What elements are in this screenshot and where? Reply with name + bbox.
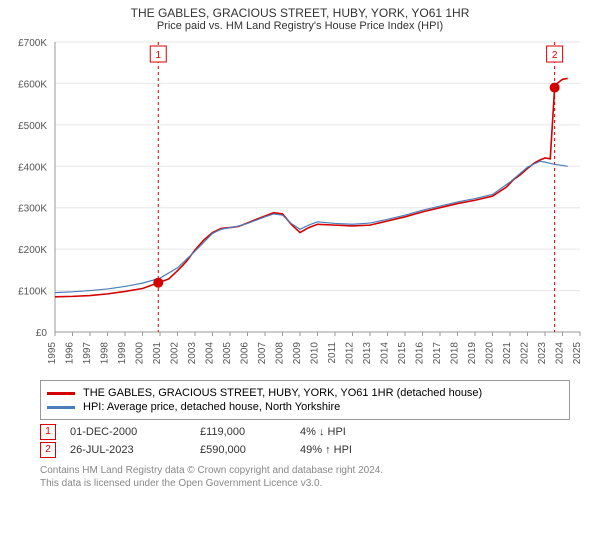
event-delta: 49% ↑ HPI bbox=[300, 444, 410, 456]
svg-text:2004: 2004 bbox=[205, 342, 216, 365]
svg-text:2006: 2006 bbox=[240, 342, 251, 365]
chart-panel: THE GABLES, GRACIOUS STREET, HUBY, YORK,… bbox=[0, 0, 600, 560]
svg-text:2000: 2000 bbox=[135, 342, 146, 365]
svg-text:2022: 2022 bbox=[520, 342, 531, 365]
svg-text:1999: 1999 bbox=[117, 342, 128, 365]
svg-text:£400K: £400K bbox=[18, 162, 47, 173]
legend-swatch bbox=[47, 406, 75, 409]
svg-text:£0: £0 bbox=[36, 328, 48, 339]
svg-text:2011: 2011 bbox=[327, 342, 338, 364]
svg-text:£100K: £100K bbox=[18, 287, 47, 298]
svg-text:1995: 1995 bbox=[47, 342, 58, 365]
svg-text:2: 2 bbox=[552, 50, 558, 61]
legend-label: THE GABLES, GRACIOUS STREET, HUBY, YORK,… bbox=[83, 387, 482, 399]
event-price: £590,000 bbox=[200, 444, 300, 456]
svg-text:2003: 2003 bbox=[187, 342, 198, 365]
event-price: £119,000 bbox=[200, 426, 300, 438]
event-row: 2 26-JUL-2023£590,00049% ↑ HPI bbox=[40, 442, 600, 458]
event-row: 1 01-DEC-2000£119,0004% ↓ HPI bbox=[40, 424, 600, 440]
legend: THE GABLES, GRACIOUS STREET, HUBY, YORK,… bbox=[40, 380, 570, 420]
svg-text:2009: 2009 bbox=[292, 342, 303, 365]
footer-line-1: Contains HM Land Registry data © Crown c… bbox=[40, 464, 560, 477]
svg-text:2016: 2016 bbox=[415, 342, 426, 365]
svg-text:1996: 1996 bbox=[65, 342, 76, 365]
svg-text:2015: 2015 bbox=[397, 342, 408, 365]
svg-text:2008: 2008 bbox=[275, 342, 286, 365]
svg-text:2005: 2005 bbox=[222, 342, 233, 365]
svg-text:2002: 2002 bbox=[170, 342, 181, 365]
legend-swatch bbox=[47, 392, 75, 395]
svg-text:2001: 2001 bbox=[152, 342, 163, 365]
svg-text:1997: 1997 bbox=[82, 342, 93, 365]
svg-text:2021: 2021 bbox=[502, 342, 513, 365]
event-delta: 4% ↓ HPI bbox=[300, 426, 410, 438]
svg-text:1: 1 bbox=[155, 50, 161, 61]
svg-text:2017: 2017 bbox=[432, 342, 443, 365]
svg-text:2018: 2018 bbox=[450, 342, 461, 365]
footer-text: Contains HM Land Registry data © Crown c… bbox=[40, 464, 560, 490]
svg-text:£500K: £500K bbox=[18, 121, 47, 132]
event-date: 26-JUL-2023 bbox=[70, 444, 200, 456]
event-date: 01-DEC-2000 bbox=[70, 426, 200, 438]
legend-item: THE GABLES, GRACIOUS STREET, HUBY, YORK,… bbox=[47, 387, 563, 399]
svg-text:£300K: £300K bbox=[18, 204, 47, 215]
event-list: 1 01-DEC-2000£119,0004% ↓ HPI 2 26-JUL-2023… bbox=[0, 424, 600, 458]
svg-text:2014: 2014 bbox=[380, 342, 391, 365]
event-badge: 1 bbox=[40, 424, 56, 440]
svg-text:2024: 2024 bbox=[555, 342, 566, 365]
svg-text:2023: 2023 bbox=[537, 342, 548, 365]
legend-item: HPI: Average price, detached house, Nort… bbox=[47, 401, 563, 413]
legend-label: HPI: Average price, detached house, Nort… bbox=[83, 401, 340, 413]
price-chart: £0 £100K £200K £300K £400K £500K £600K £700K 199… bbox=[0, 32, 600, 372]
svg-text:2020: 2020 bbox=[485, 342, 496, 365]
svg-text:2010: 2010 bbox=[310, 342, 321, 365]
svg-text:£200K: £200K bbox=[18, 245, 47, 256]
svg-text:2025: 2025 bbox=[572, 342, 583, 365]
chart-subtitle: Price paid vs. HM Land Registry's House … bbox=[0, 20, 600, 32]
footer-line-2: This data is licensed under the Open Gov… bbox=[40, 477, 560, 490]
svg-text:£700K: £700K bbox=[18, 38, 47, 49]
svg-text:2012: 2012 bbox=[345, 342, 356, 365]
event-badge: 2 bbox=[40, 442, 56, 458]
chart-title: THE GABLES, GRACIOUS STREET, HUBY, YORK,… bbox=[0, 0, 600, 20]
svg-text:2013: 2013 bbox=[362, 342, 373, 365]
svg-text:2007: 2007 bbox=[257, 342, 268, 365]
svg-text:1998: 1998 bbox=[100, 342, 111, 365]
svg-text:£600K: £600K bbox=[18, 79, 47, 90]
svg-text:2019: 2019 bbox=[467, 342, 478, 365]
